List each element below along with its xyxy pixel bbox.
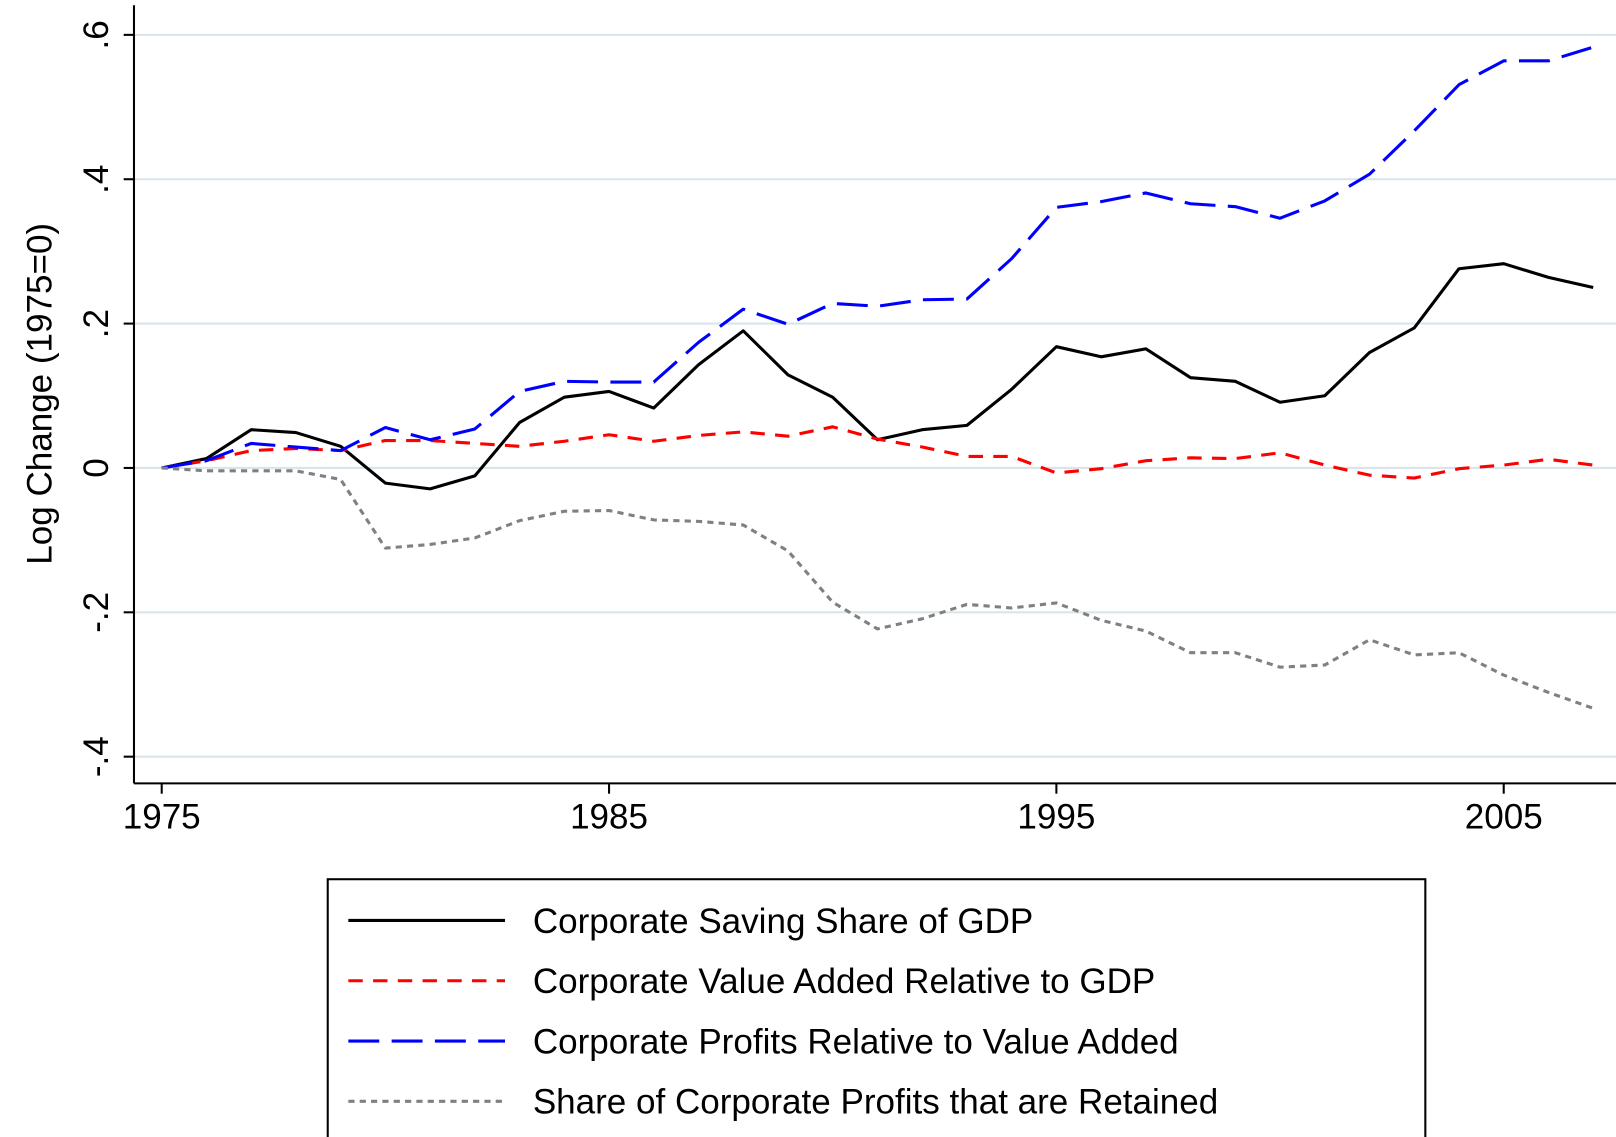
series-line [161, 45, 1594, 470]
y-tick-label: .4 [77, 165, 116, 194]
legend-label: Corporate Value Added Relative to GDP [533, 962, 1156, 1001]
x-tick-label: 1985 [570, 798, 648, 837]
series-line [161, 262, 1594, 491]
legend-box [326, 878, 1427, 1137]
y-tick-label: -.4 [77, 736, 116, 777]
y-tick-label: .6 [77, 20, 116, 49]
x-tick-label: 2005 [1465, 798, 1543, 837]
legend-label: Share of Corporate Profits that are Reta… [533, 1083, 1218, 1122]
legend-label: Corporate Saving Share of GDP [533, 902, 1033, 941]
series-line [161, 466, 1594, 710]
series-line [161, 425, 1594, 480]
y-tick-label: -.2 [77, 592, 116, 633]
legend-label: Corporate Profits Relative to Value Adde… [533, 1022, 1179, 1061]
y-axis-label: Log Change (1975=0) [21, 223, 60, 565]
x-tick-label: 1975 [123, 798, 201, 837]
y-tick-label: .2 [77, 309, 116, 338]
y-tick-label: 0 [77, 458, 116, 477]
x-tick-label: 1995 [1017, 798, 1095, 837]
